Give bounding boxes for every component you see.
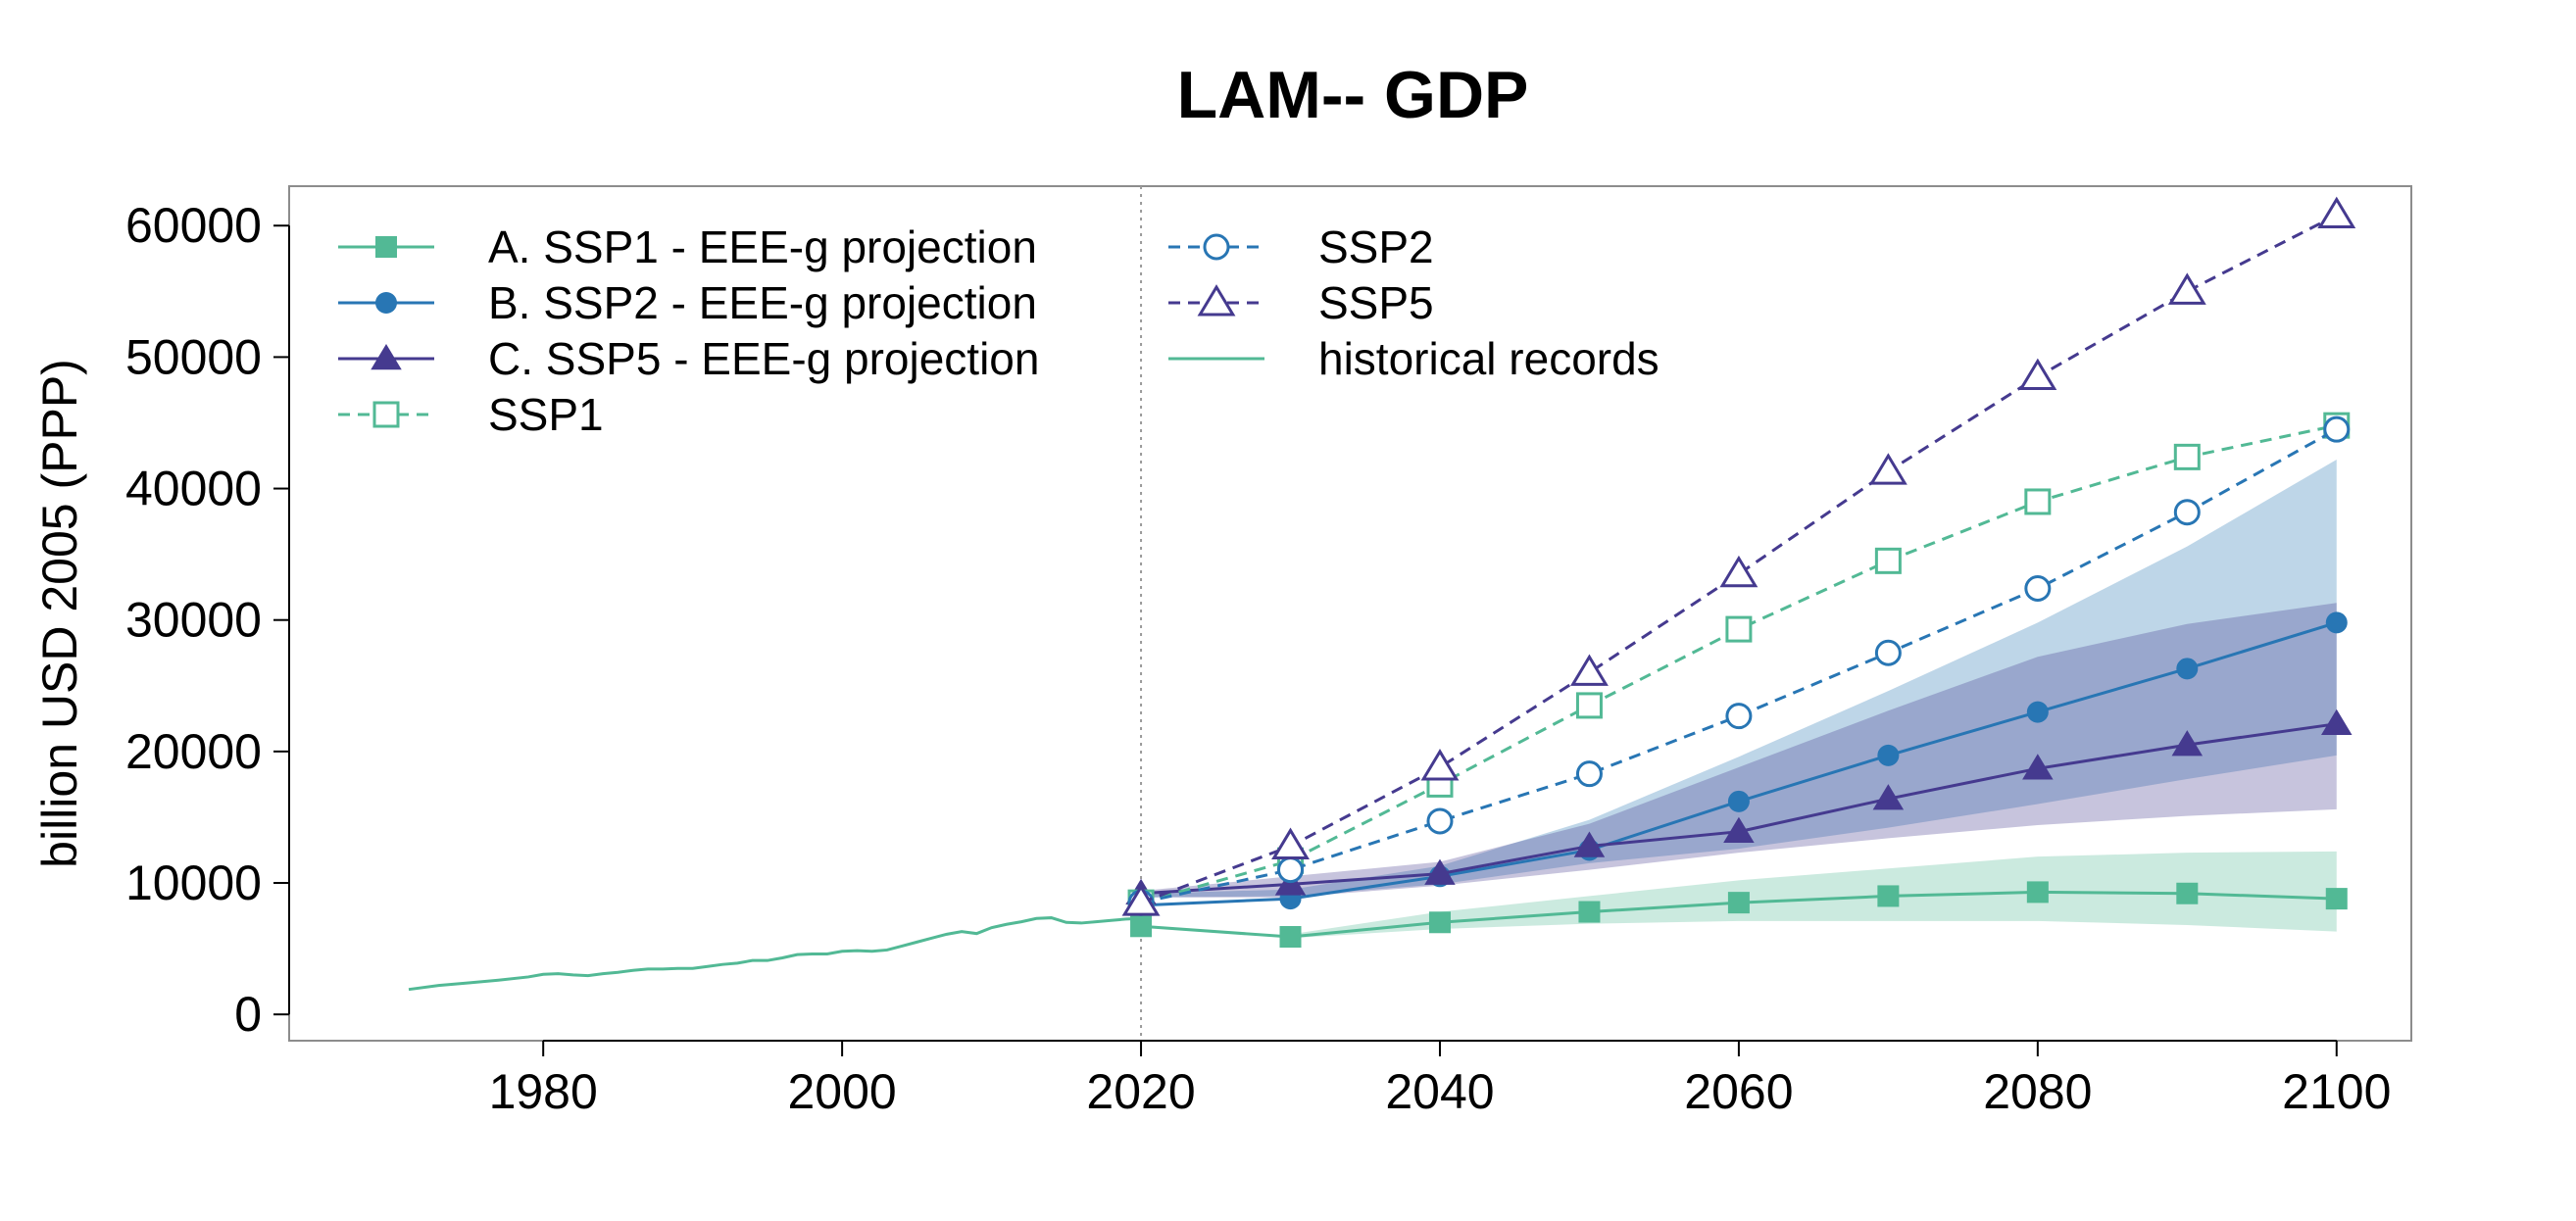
- series-5-ssp5: [1121, 196, 2356, 916]
- series-line: [1140, 427, 2338, 904]
- x-tick-label: 2000: [788, 1064, 897, 1119]
- data-point: [1271, 827, 1310, 859]
- y-tick-label: 30000: [125, 593, 262, 648]
- legend-marker: [1197, 284, 1236, 317]
- data-point: [2024, 488, 2052, 515]
- data-point: [2317, 196, 2356, 229]
- legend-label: historical records: [1318, 333, 1660, 384]
- y-tick-label: 20000: [125, 724, 262, 779]
- data-point: [1877, 744, 1900, 766]
- legend-label: SSP1: [488, 389, 604, 440]
- data-point: [2024, 575, 2052, 603]
- data-point: [1575, 760, 1603, 788]
- data-point: [1727, 790, 1750, 812]
- legend-marker: [375, 236, 397, 258]
- legend-item: C. SSP5 - EEE-g projection: [338, 333, 1039, 384]
- data-point: [1420, 749, 1460, 781]
- data-point: [2173, 499, 2201, 526]
- legend-label: C. SSP5 - EEE-g projection: [488, 333, 1039, 384]
- data-point: [1569, 654, 1609, 686]
- data-point: [1426, 807, 1454, 835]
- data-point: [1725, 615, 1753, 643]
- x-tick-label: 2080: [1983, 1064, 2092, 1119]
- data-point: [2026, 881, 2049, 904]
- data-point: [1877, 885, 1900, 907]
- x-tick-label: 2020: [1086, 1064, 1195, 1119]
- data-point: [1874, 547, 1902, 574]
- data-point: [2325, 888, 2348, 910]
- data-point: [2325, 611, 2348, 634]
- y-axis-label: billion USD 2005 (PPP): [32, 359, 87, 868]
- data-point: [1723, 816, 1755, 843]
- data-point: [1279, 926, 1302, 949]
- data-point: [1868, 453, 1907, 485]
- legend-item: historical records: [1168, 333, 1660, 384]
- data-point: [2321, 708, 2353, 735]
- x-tick-label: 1980: [489, 1064, 598, 1119]
- legend-item: SSP5: [1168, 277, 1434, 328]
- series-group: [408, 196, 2356, 992]
- data-point: [2176, 882, 2199, 904]
- legend-item: B. SSP2 - EEE-g projection: [338, 277, 1037, 328]
- legend-item: SSP2: [1168, 221, 1434, 272]
- legend-marker: [372, 401, 400, 428]
- data-point: [1872, 784, 1905, 810]
- series-0-a-ssp1-eee-g-projection: [1130, 881, 2348, 949]
- data-point: [2022, 754, 2054, 780]
- data-point: [1575, 692, 1603, 719]
- band-ssp2: [1141, 460, 2337, 898]
- data-point: [2323, 415, 2351, 443]
- legend-label: SSP5: [1318, 277, 1434, 328]
- legend-label: B. SSP2 - EEE-g projection: [488, 277, 1037, 328]
- series-line: [1140, 214, 2338, 904]
- legend-item: A. SSP1 - EEE-g projection: [338, 221, 1037, 272]
- band-ssp1: [1290, 851, 2337, 939]
- uncertainty-bands: [1141, 460, 2337, 939]
- y-tick-label: 60000: [125, 198, 262, 253]
- y-tick-label: 10000: [125, 855, 262, 910]
- data-point: [2026, 701, 2049, 723]
- data-point: [1725, 703, 1753, 730]
- series-line: [1140, 423, 2338, 904]
- band-ssp5: [1141, 603, 2337, 898]
- data-point: [2167, 272, 2206, 305]
- legend-label: SSP2: [1318, 221, 1434, 272]
- legend-label: A. SSP1 - EEE-g projection: [488, 221, 1037, 272]
- x-tick-label: 2060: [1684, 1064, 1793, 1119]
- data-point: [1130, 915, 1153, 938]
- legend-marker: [371, 344, 402, 370]
- y-tick-label: 0: [234, 987, 262, 1042]
- data-point: [1727, 892, 1750, 914]
- legend-marker: [375, 292, 397, 314]
- data-point: [1573, 831, 1606, 857]
- data-point: [2171, 730, 2204, 757]
- historical-line: [408, 916, 1142, 992]
- y-tick-label: 50000: [125, 329, 262, 384]
- data-point: [1424, 858, 1456, 885]
- data-point: [1719, 555, 1759, 588]
- data-point: [2173, 443, 2201, 470]
- legend-item: SSP1: [338, 389, 604, 440]
- data-point: [1121, 884, 1161, 916]
- x-tick-label: 2100: [2282, 1064, 2391, 1119]
- data-point: [1428, 911, 1451, 934]
- chart-title: LAM-- GDP: [1177, 58, 1529, 132]
- axes-group: 0 10000 20000 30000 40000 50000 60000 1980 2000 2…: [125, 198, 2391, 1119]
- data-point: [2018, 358, 2057, 391]
- data-point: [1277, 856, 1305, 884]
- data-point: [1874, 639, 1902, 666]
- y-tick-label: 40000: [125, 462, 262, 516]
- legend-marker: [1203, 233, 1230, 261]
- data-point: [2176, 658, 2199, 680]
- data-point: [1578, 901, 1601, 923]
- x-tick-label: 2040: [1385, 1064, 1494, 1119]
